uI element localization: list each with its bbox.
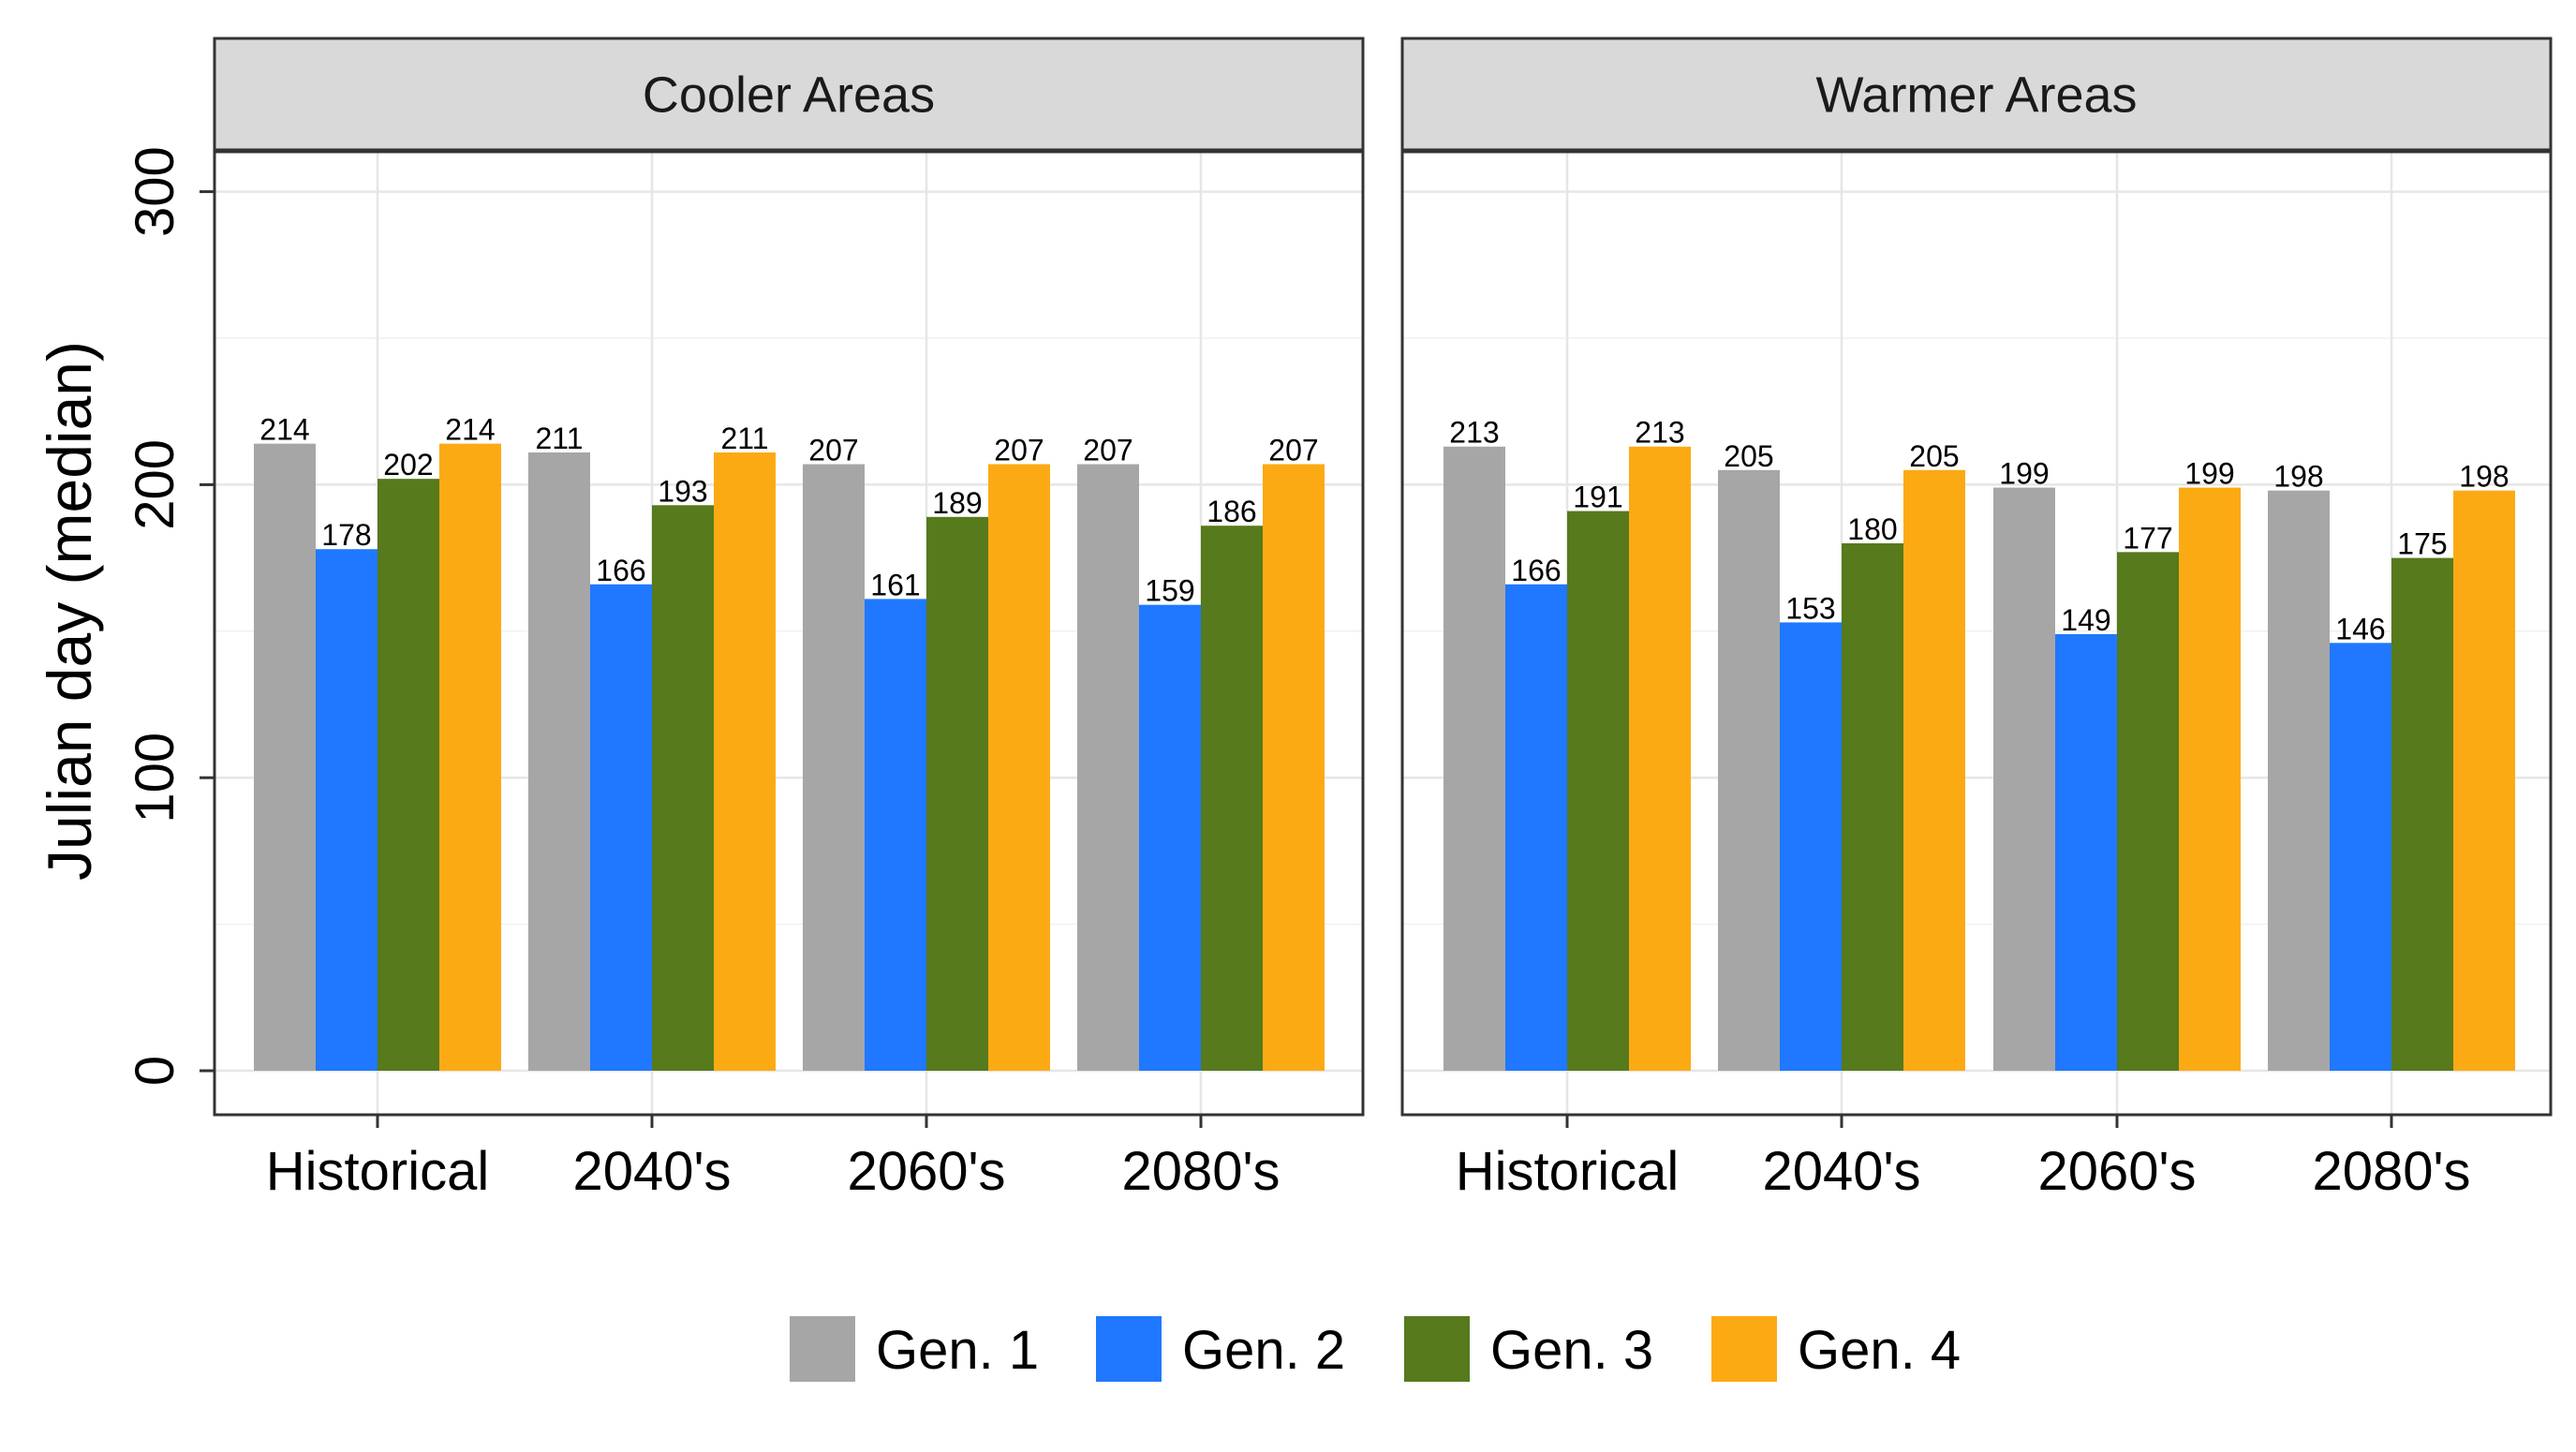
bar xyxy=(1780,622,1842,1071)
bar xyxy=(2117,552,2179,1071)
data-label: 207 xyxy=(808,434,858,467)
facet-title: Warmer Areas xyxy=(1815,67,2137,124)
x-tick-label: Historical xyxy=(266,1141,490,1202)
bar xyxy=(1903,469,1965,1071)
data-label: 214 xyxy=(259,413,309,447)
data-label: 199 xyxy=(1999,457,2049,491)
bar xyxy=(1443,446,1505,1072)
x-tick-label: 2040's xyxy=(572,1141,731,1202)
bar xyxy=(652,505,714,1071)
data-label: 211 xyxy=(535,422,583,455)
x-tick-label: 2060's xyxy=(2037,1141,2196,1202)
bar xyxy=(2179,487,2241,1071)
bar xyxy=(378,479,439,1071)
data-label: 214 xyxy=(445,413,495,447)
data-label: 199 xyxy=(2184,457,2234,491)
bar xyxy=(803,464,865,1071)
bar xyxy=(528,452,590,1071)
bar xyxy=(1842,542,1903,1071)
bar xyxy=(2268,490,2330,1071)
data-label: 211 xyxy=(720,422,768,455)
data-label: 146 xyxy=(2335,612,2385,645)
legend-label: Gen. 4 xyxy=(1798,1320,1961,1381)
x-tick-label: 2060's xyxy=(847,1141,1005,1202)
x-tick-label: 2080's xyxy=(1121,1141,1280,1202)
bar xyxy=(1629,446,1691,1072)
bar xyxy=(1139,604,1201,1071)
data-label: 202 xyxy=(383,448,433,482)
data-label: 178 xyxy=(321,518,371,552)
y-axis-title: Julian day (median) xyxy=(35,341,104,881)
data-label: 193 xyxy=(658,474,707,508)
data-label: 189 xyxy=(932,486,982,520)
data-label: 191 xyxy=(1573,481,1622,514)
data-label: 180 xyxy=(1847,512,1897,546)
bar xyxy=(1201,526,1263,1071)
bar xyxy=(316,549,378,1071)
data-label: 205 xyxy=(1909,439,1959,473)
x-tick-label: 2080's xyxy=(2312,1141,2470,1202)
bar xyxy=(2330,643,2391,1071)
legend-label: Gen. 1 xyxy=(876,1320,1039,1381)
bar xyxy=(926,516,988,1071)
bar xyxy=(1718,469,1780,1071)
bar xyxy=(988,464,1050,1071)
legend-key xyxy=(1711,1316,1777,1382)
data-label: 213 xyxy=(1635,416,1684,450)
data-label: 166 xyxy=(596,554,645,587)
facet-strip xyxy=(213,37,1365,152)
data-label: 175 xyxy=(2397,527,2447,561)
data-label: 177 xyxy=(2123,521,2172,555)
y-tick-label: 200 xyxy=(125,439,185,530)
data-label: 161 xyxy=(870,568,920,601)
legend-label: Gen. 3 xyxy=(1490,1320,1653,1381)
bar xyxy=(865,599,926,1071)
data-label: 207 xyxy=(1268,434,1318,467)
y-tick-label: 100 xyxy=(125,733,185,823)
data-label: 149 xyxy=(2061,603,2110,637)
data-label: 207 xyxy=(1083,434,1133,467)
data-label: 159 xyxy=(1145,574,1194,608)
bar xyxy=(1263,464,1325,1071)
data-label: 166 xyxy=(1511,554,1561,587)
data-label: 205 xyxy=(1724,439,1773,473)
y-tick-label: 300 xyxy=(125,146,185,237)
bar xyxy=(2453,490,2515,1071)
y-tick-label: 0 xyxy=(125,1056,185,1086)
bar xyxy=(439,443,501,1071)
panel-border xyxy=(1400,150,2553,1117)
bar xyxy=(714,452,776,1071)
bar xyxy=(1567,511,1629,1071)
panel-border xyxy=(213,150,1365,1117)
legend-label: Gen. 2 xyxy=(1182,1320,1345,1381)
data-label: 186 xyxy=(1207,495,1256,528)
data-label: 213 xyxy=(1449,416,1499,450)
bar xyxy=(2055,633,2117,1071)
data-label: 198 xyxy=(2459,460,2509,494)
x-tick-label: 2040's xyxy=(1762,1141,1920,1202)
legend-key xyxy=(1404,1316,1470,1382)
data-label: 198 xyxy=(2273,460,2323,494)
bar xyxy=(254,443,316,1071)
bar xyxy=(590,584,652,1071)
legend-key xyxy=(790,1316,855,1382)
facet-strip xyxy=(1400,37,2553,152)
data-label: 207 xyxy=(994,434,1044,467)
data-label: 153 xyxy=(1785,591,1835,625)
bar xyxy=(1993,487,2055,1071)
bar xyxy=(2391,557,2453,1071)
facet-title: Cooler Areas xyxy=(643,67,935,124)
bar xyxy=(1077,464,1139,1071)
legend-key xyxy=(1096,1316,1162,1382)
x-tick-label: Historical xyxy=(1456,1141,1680,1202)
bar xyxy=(1505,584,1567,1071)
